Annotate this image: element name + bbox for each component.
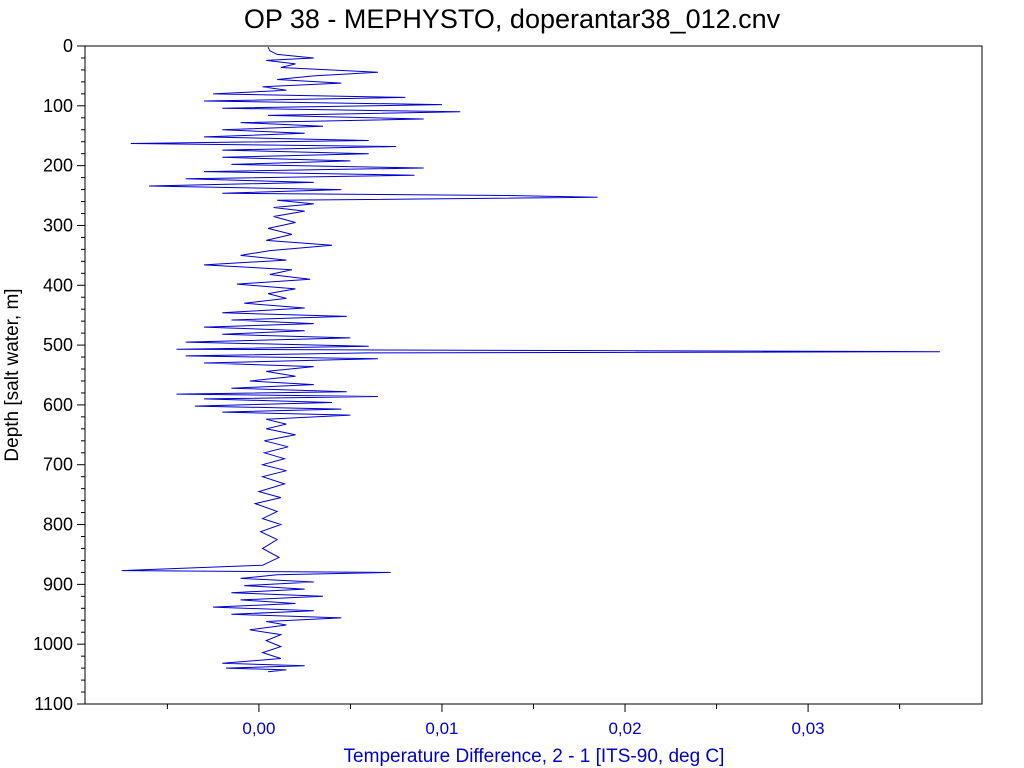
y-tick-label: 100	[43, 96, 73, 116]
y-tick-label: 600	[43, 395, 73, 415]
plot-frame	[84, 45, 983, 705]
x-tick-label: 0,01	[425, 719, 458, 738]
x-axis-label: Temperature Difference, 2 - 1 [ITS-90, d…	[344, 746, 725, 767]
x-tick-label: 0,00	[242, 719, 275, 738]
chart-title: OP 38 - MEPHYSTO, doperantar38_012.cnv	[244, 4, 781, 34]
y-tick-label: 800	[43, 515, 73, 535]
y-axis: 0 100 200 300 400 500 600 700 800 900 1000 1100	[33, 36, 85, 714]
x-tick-label: 0,02	[608, 719, 641, 738]
x-tick-label: 0,03	[792, 719, 825, 738]
y-tick-label: 0	[63, 36, 73, 56]
y-tick-label: 200	[43, 156, 73, 176]
temperature-difference-series-line	[121, 46, 940, 673]
y-tick-label: 700	[43, 455, 73, 475]
y-tick-label: 1000	[33, 634, 73, 654]
y-tick-label: 400	[43, 275, 73, 295]
y-axis-label: Depth [salt water, m]	[2, 288, 23, 461]
y-tick-label: 1100	[34, 694, 73, 714]
y-tick-label: 300	[43, 215, 73, 235]
y-tick-label: 900	[43, 574, 73, 594]
x-axis: 0,00 0,01 0,02 0,03	[166, 704, 901, 738]
y-tick-label: 500	[43, 335, 73, 355]
